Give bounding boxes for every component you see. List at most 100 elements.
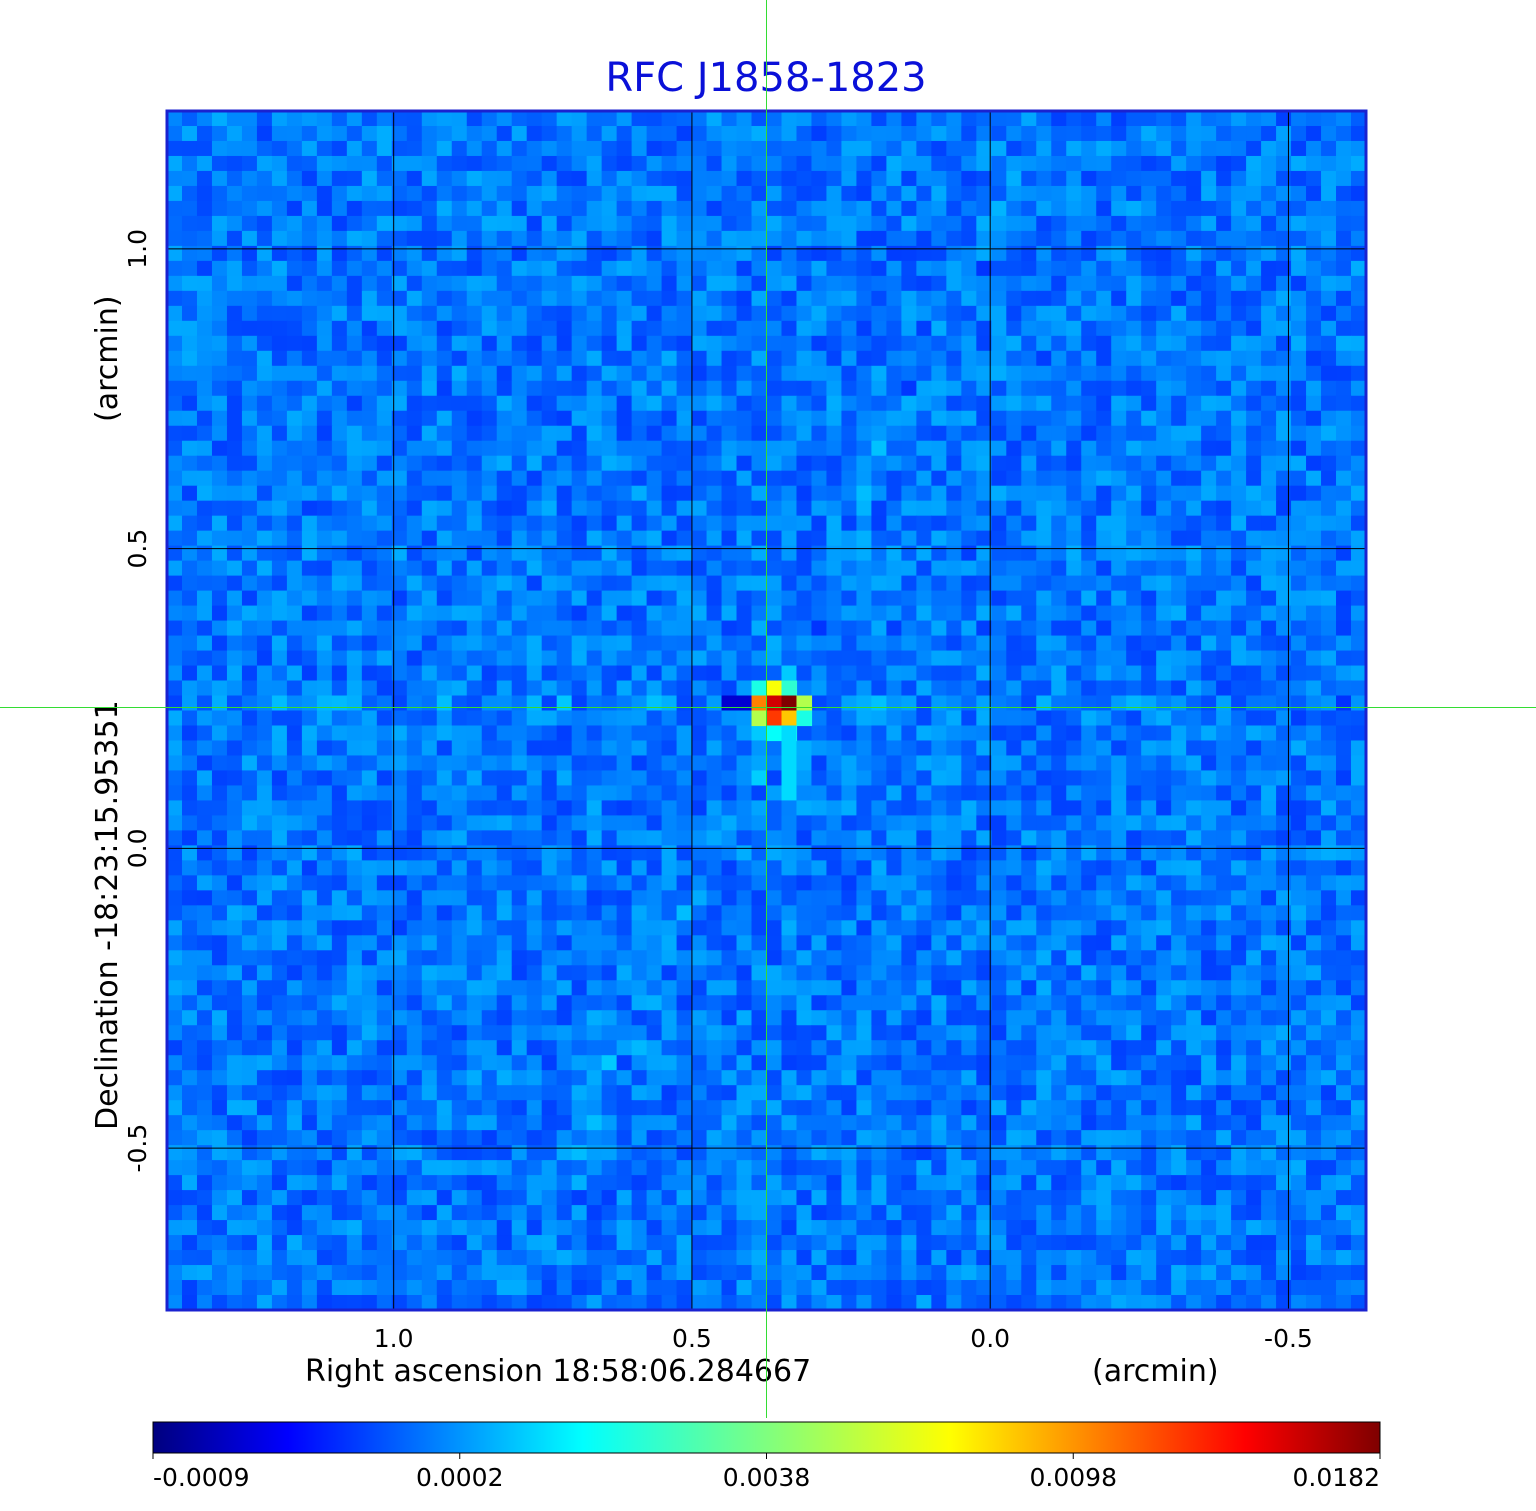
heatmap-pixel xyxy=(241,320,258,337)
heatmap-pixel xyxy=(886,1010,902,1026)
heatmap-pixel xyxy=(1036,575,1052,592)
heatmap-pixel xyxy=(181,200,198,217)
heatmap-pixel xyxy=(316,111,333,127)
heatmap-pixel xyxy=(331,605,348,622)
heatmap-pixel xyxy=(646,185,663,202)
heatmap-pixel xyxy=(301,620,318,637)
heatmap-pixel xyxy=(616,1040,633,1056)
heatmap-pixel xyxy=(946,320,962,337)
heatmap-pixel xyxy=(211,560,228,577)
heatmap-pixel xyxy=(1096,830,1112,846)
heatmap-pixel xyxy=(301,950,318,966)
heatmap-pixel xyxy=(886,560,902,577)
heatmap-pixel xyxy=(1156,830,1172,846)
heatmap-pixel xyxy=(1156,515,1172,532)
heatmap-pixel xyxy=(256,260,273,277)
heatmap-pixel xyxy=(316,860,333,876)
heatmap-pixel xyxy=(1351,410,1366,427)
heatmap-pixel xyxy=(721,740,738,757)
heatmap-pixel xyxy=(1246,410,1262,427)
heatmap-pixel xyxy=(1321,500,1337,517)
heatmap-pixel xyxy=(346,1010,363,1026)
heatmap-pixel xyxy=(1336,440,1352,457)
heatmap-pixel xyxy=(1246,680,1262,697)
heatmap-pixel xyxy=(616,320,633,337)
heatmap-pixel xyxy=(856,800,873,817)
heatmap-pixel xyxy=(301,980,318,996)
heatmap-pixel xyxy=(646,605,663,622)
heatmap-pixel xyxy=(541,620,558,637)
heatmap-pixel xyxy=(451,995,468,1011)
heatmap-pixel xyxy=(1246,800,1262,817)
heatmap-pixel xyxy=(226,1010,243,1026)
heatmap-pixel xyxy=(181,140,198,157)
heatmap-pixel xyxy=(526,530,543,547)
heatmap-pixel xyxy=(1021,575,1037,592)
heatmap-pixel xyxy=(1171,275,1187,292)
heatmap-pixel xyxy=(916,365,932,382)
heatmap-pixel xyxy=(1156,1025,1172,1041)
heatmap-pixel xyxy=(226,111,243,127)
heatmap-pixel xyxy=(1126,680,1142,697)
heatmap-pixel xyxy=(616,680,633,697)
heatmap-pixel xyxy=(181,905,198,921)
heatmap-pixel xyxy=(511,725,528,742)
heatmap-pixel xyxy=(841,485,858,502)
heatmap-pixel xyxy=(1171,860,1187,876)
heatmap-pixel xyxy=(1306,1025,1322,1041)
heatmap-pixel xyxy=(1036,290,1052,307)
heatmap-pixel xyxy=(1201,785,1217,802)
heatmap-pixel xyxy=(1216,770,1232,787)
heatmap-pixel xyxy=(301,740,318,757)
heatmap-pixel xyxy=(541,320,558,337)
heatmap-pixel xyxy=(1006,650,1022,667)
heatmap-pixel xyxy=(886,455,902,472)
heatmap-pixel xyxy=(526,410,543,427)
heatmap-pixel xyxy=(691,695,708,712)
heatmap-pixel xyxy=(586,665,603,682)
heatmap-pixel xyxy=(316,875,333,891)
heatmap-pixel xyxy=(796,155,813,172)
heatmap-pixel xyxy=(256,710,273,727)
heatmap-pixel xyxy=(167,935,183,951)
heatmap-pixel xyxy=(631,635,648,652)
heatmap-pixel xyxy=(241,620,258,637)
heatmap-pixel xyxy=(511,395,528,412)
heatmap-pixel xyxy=(661,485,678,502)
heatmap-pixel xyxy=(346,545,363,562)
heatmap-pixel xyxy=(841,590,858,607)
heatmap-pixel xyxy=(421,1025,438,1041)
heatmap-pixel xyxy=(181,770,198,787)
heatmap-pixel xyxy=(1321,650,1337,667)
heatmap-pixel xyxy=(391,380,408,397)
heatmap-pixel xyxy=(886,785,902,802)
heatmap-pixel xyxy=(1156,935,1172,951)
heatmap-pixel xyxy=(601,410,618,427)
heatmap-pixel xyxy=(931,170,947,187)
heatmap-pixel xyxy=(1231,425,1247,442)
heatmap-pixel xyxy=(961,290,977,307)
heatmap-pixel xyxy=(301,605,318,622)
heatmap-pixel xyxy=(1276,125,1292,142)
heatmap-pixel xyxy=(976,305,992,322)
heatmap-pixel xyxy=(406,530,423,547)
heatmap-pixel xyxy=(751,965,768,981)
heatmap-pixel xyxy=(631,365,648,382)
heatmap-pixel xyxy=(856,455,873,472)
heatmap-pixel xyxy=(871,200,887,217)
heatmap-pixel xyxy=(826,785,843,802)
heatmap-pixel xyxy=(1066,965,1082,981)
heatmap-pixel xyxy=(691,440,708,457)
heatmap-pixel xyxy=(316,755,333,772)
heatmap-pixel xyxy=(841,710,858,727)
heatmap-pixel xyxy=(241,740,258,757)
heatmap-pixel xyxy=(886,590,902,607)
heatmap-pixel xyxy=(1081,350,1097,367)
heatmap-pixel xyxy=(1336,695,1352,712)
heatmap-pixel xyxy=(196,440,213,457)
heatmap-pixel xyxy=(1141,185,1157,202)
heatmap-pixel xyxy=(691,425,708,442)
heatmap-pixel xyxy=(721,245,738,262)
heatmap-pixel xyxy=(676,860,693,876)
heatmap-pixel xyxy=(721,365,738,382)
